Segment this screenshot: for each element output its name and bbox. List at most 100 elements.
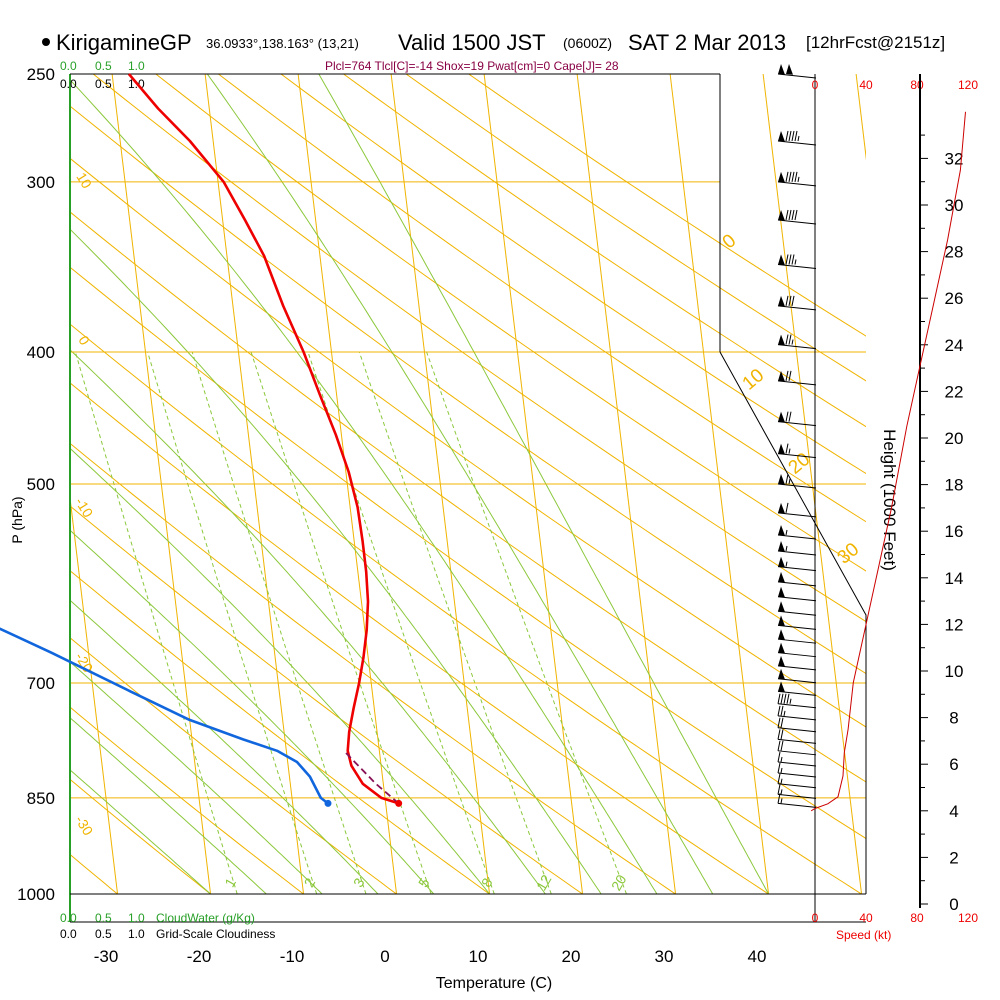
- pressure-tick-label: 500: [27, 475, 55, 494]
- wind-barb-pennant: [778, 254, 785, 266]
- wind-barb-staff: [777, 140, 817, 146]
- speed-top-tick: 40: [859, 78, 873, 92]
- wind-barb-pennant: [778, 474, 785, 485]
- wind-barb-flag: [794, 130, 798, 142]
- wind-barb: [777, 130, 817, 146]
- wind-barb: [777, 524, 817, 540]
- wind-barb-pennant: [778, 411, 785, 423]
- wind-barb-pennant: [778, 502, 785, 514]
- temperature-labels: -30 -20 -10 0 10 20 30 40 Temperature (C): [94, 947, 767, 992]
- isotherm-line: [0, 74, 25, 894]
- wind-barb-staff: [777, 652, 817, 658]
- surface-dewpoint-marker: [324, 799, 332, 807]
- wind-barb: [777, 370, 817, 386]
- wind-barb: [777, 443, 817, 459]
- moist-adiabat-line: [206, 74, 714, 894]
- wind-barb-flag: [777, 693, 781, 704]
- height-tick-label: 14: [945, 569, 964, 588]
- wind-barb-pennant: [778, 571, 785, 583]
- wind-barb: [777, 586, 817, 602]
- wind-barb-flag: [777, 729, 781, 740]
- wind-barb: [777, 668, 817, 684]
- height-tick-label: 6: [949, 755, 958, 774]
- plot-frame: [69, 73, 867, 923]
- wind-barb: [777, 773, 817, 789]
- wind-barb-flag: [777, 717, 781, 728]
- mixing-ratio-line: [147, 351, 318, 894]
- moist-adiabat-line: [70, 447, 490, 894]
- wind-barb: [777, 740, 817, 756]
- wind-barb-flag: [788, 254, 792, 265]
- wind-barb-staff: [777, 738, 817, 744]
- station-dot-icon: [42, 38, 50, 46]
- wind-barb-flag: [777, 751, 781, 763]
- wind-barb-flag: [791, 130, 795, 142]
- speed-top-tick: 120: [958, 78, 978, 92]
- wind-barb-flag: [785, 130, 789, 142]
- wind-barb-flag: [783, 693, 787, 704]
- wind-barb-flag: [785, 254, 789, 265]
- wind-barb-staff: [777, 380, 817, 386]
- wind-barb-pennant: [778, 642, 785, 654]
- wind-barb-half-flag: [797, 135, 800, 142]
- wind-barb-flag: [786, 693, 790, 704]
- speed-label: Speed (kt): [836, 928, 891, 942]
- station-coords: 36.0933°,138.163° (13,21): [206, 36, 359, 51]
- wind-barb-flag: [785, 502, 789, 513]
- series-parcel-line: [343, 750, 400, 805]
- bottom-scales: 0.0 0.5 1.0 CloudWater (g/Kg) 0.0 0.5 1.0 Grid-…: [60, 911, 275, 941]
- mixing-ratio-label: 12: [533, 872, 555, 894]
- pressure-tick-label: 1000: [17, 885, 55, 904]
- moist-adiabat-line: [70, 717, 267, 894]
- top-scales: 0.0 0.5 1.00.0 0.5 1.0: [60, 59, 145, 91]
- moist-adiabat-line: [70, 79, 658, 894]
- wind-barb-staff: [777, 483, 817, 489]
- bottom-cloudwater-tick: 0.0: [60, 911, 77, 925]
- wind-barb-half-flag: [780, 778, 783, 784]
- pressure-tick-label: 300: [27, 173, 55, 192]
- moist-adiabat-line: [318, 74, 769, 894]
- wind-barb-half-flag: [789, 698, 792, 704]
- wind-barb-staff: [777, 550, 817, 556]
- pressure-labels: 250 300 400 500 700 850 1000 P (hPa): [9, 65, 55, 904]
- wind-barb-half-flag: [797, 176, 800, 182]
- wind-barb-flag: [777, 705, 781, 716]
- wind-barb-staff: [777, 610, 817, 616]
- wind-barb-flag: [780, 693, 784, 704]
- moist-adiabats: [70, 74, 769, 894]
- height-tick-label: 0: [949, 895, 958, 914]
- wind-barb-staff: [777, 802, 817, 808]
- wind-barb-half-flag: [788, 448, 791, 454]
- series-temperature-line: [127, 73, 400, 805]
- wind-barb: [777, 334, 817, 350]
- top-cloudwater-tick: 0.0: [60, 59, 77, 73]
- x-axis-label: Temperature (C): [436, 975, 552, 992]
- wind-barb: [777, 411, 817, 427]
- temperature-tick-label: 10: [469, 947, 488, 966]
- wind-barb-flag: [785, 473, 789, 485]
- wind-barb-staff: [777, 665, 817, 671]
- height-axis-label: Height (1000 Feet): [880, 429, 899, 571]
- bottom-cloudwater-tick: 0.5: [95, 911, 112, 925]
- top-cloudwater-tick: 1.0: [128, 59, 145, 73]
- height-tick-label: 26: [945, 289, 964, 308]
- top-cloudwater-tick: 0.5: [95, 59, 112, 73]
- wind-barb-pennant: [778, 655, 785, 667]
- speed-profile: [810, 111, 966, 812]
- wind-barb-flag: [785, 209, 789, 221]
- wind-barb-staff: [777, 690, 817, 696]
- wind-barb-half-flag: [780, 798, 783, 804]
- wind-barb-flag: [777, 773, 781, 784]
- moist-adiabat-line: [70, 599, 379, 894]
- params-line: Plcl=764 Tlcl[C]=-14 Shox=19 Pwat[cm]=0 …: [325, 59, 619, 73]
- dry-adiabat-line: [70, 706, 304, 894]
- wind-barb-pennant: [778, 171, 785, 183]
- wind-barb-flag: [777, 784, 781, 795]
- dry-adiabat-label: 10: [739, 365, 769, 395]
- wind-barb: [777, 541, 817, 556]
- forecast-label: [12hrFcst@2151z]: [806, 33, 945, 52]
- wind-barb-pennant: [778, 370, 785, 382]
- isotherm-label: 10: [73, 170, 95, 192]
- wind-barb-staff: [777, 305, 817, 311]
- height-tick-label: 18: [945, 476, 964, 495]
